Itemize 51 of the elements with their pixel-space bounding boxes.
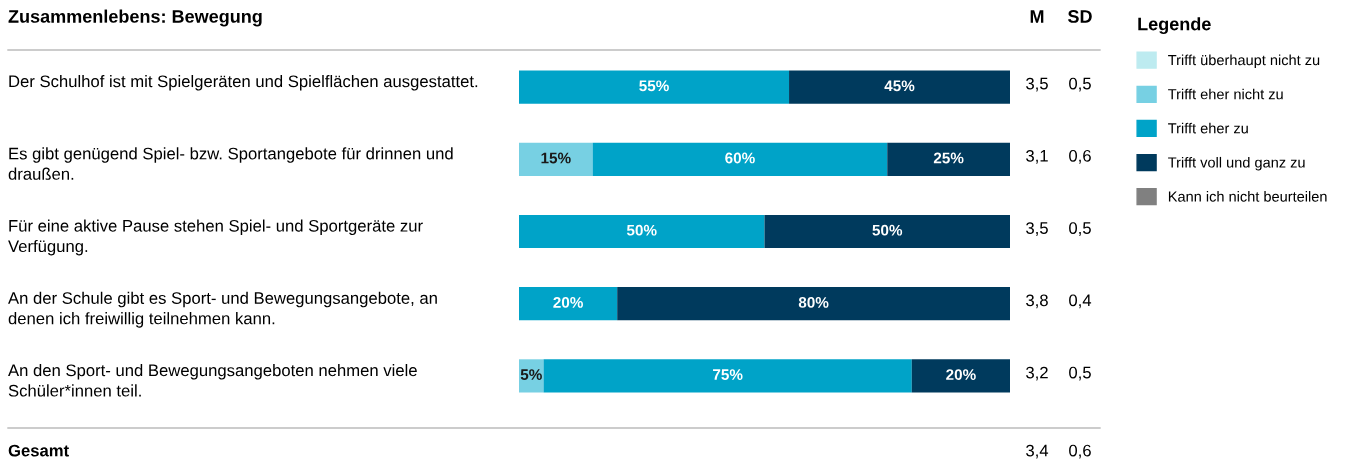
text: 0,5 xyxy=(1069,77,1091,92)
text: 3,5 xyxy=(1026,77,1048,92)
data-label: 60% xyxy=(725,152,755,164)
text: Zusammenlebens: Bewegung xyxy=(8,9,262,27)
data-label: 80% xyxy=(798,296,829,308)
data-label: 15% xyxy=(541,152,571,164)
text: 0,5 xyxy=(1069,222,1091,236)
legend-label: Trifft überhaupt nicht zu xyxy=(1168,54,1320,69)
data-label: 25% xyxy=(933,152,964,164)
y-tick-label: An den Sport- und Bewegungsangeboten nehmen viele Schüler*innen teil. xyxy=(8,364,417,397)
text: M xyxy=(1030,10,1044,23)
bar xyxy=(887,142,1010,176)
text: Gesamt xyxy=(8,444,69,457)
text: SD xyxy=(1067,10,1092,23)
y-tick-label: Für eine aktive Pause stehen Spiel- und Sportgeräte zur Verfügung. xyxy=(8,219,423,256)
text: 3,8 xyxy=(1026,294,1048,309)
bar xyxy=(519,142,593,176)
data-label: 55% xyxy=(639,80,669,92)
bar xyxy=(519,287,618,321)
bar xyxy=(592,142,888,176)
data-label: 50% xyxy=(626,224,657,236)
legend-label: Kann ich nicht beurteilen xyxy=(1168,191,1327,202)
data-label: 5% xyxy=(520,369,542,380)
data-label: 45% xyxy=(884,80,915,92)
text: 3,1 xyxy=(1026,149,1048,164)
bar xyxy=(789,70,1010,104)
legend-label: Trifft eher zu xyxy=(1168,122,1248,134)
legend-label: Trifft eher nicht zu xyxy=(1168,88,1283,100)
text: 3,4 xyxy=(1026,444,1049,459)
y-tick-label: An der Schule gibt es Sport- und Bewegungsangebote, an denen ich freiwillig teilnehmen kann. xyxy=(8,291,437,328)
data-label: 50% xyxy=(872,224,903,236)
text: 0,6 xyxy=(1069,444,1091,459)
bar xyxy=(519,214,765,249)
bar xyxy=(543,359,912,393)
bar xyxy=(519,359,544,393)
data-label: 20% xyxy=(553,296,583,308)
text: 0,4 xyxy=(1069,294,1092,309)
bar xyxy=(911,359,1010,393)
legend-label: Trifft voll und ganz zu xyxy=(1168,156,1305,171)
text: 3,5 xyxy=(1026,222,1048,236)
bar xyxy=(519,70,790,104)
data-label: 75% xyxy=(713,369,743,380)
data-label: 20% xyxy=(946,369,976,380)
y-tick-label: Es gibt genügend Spiel- bzw. Sportangebote für drinnen und draußen. xyxy=(8,147,453,180)
legend-title: Legende xyxy=(1138,17,1211,35)
bar xyxy=(617,287,1010,321)
y-tick-label: Der Schulhof ist mit Spielgeräten und Spielflächen ausgestattet. xyxy=(9,75,478,91)
text: 0,6 xyxy=(1069,149,1091,164)
bar xyxy=(764,214,1010,249)
text: 3,2 xyxy=(1026,366,1048,381)
text: 0,5 xyxy=(1069,366,1091,381)
